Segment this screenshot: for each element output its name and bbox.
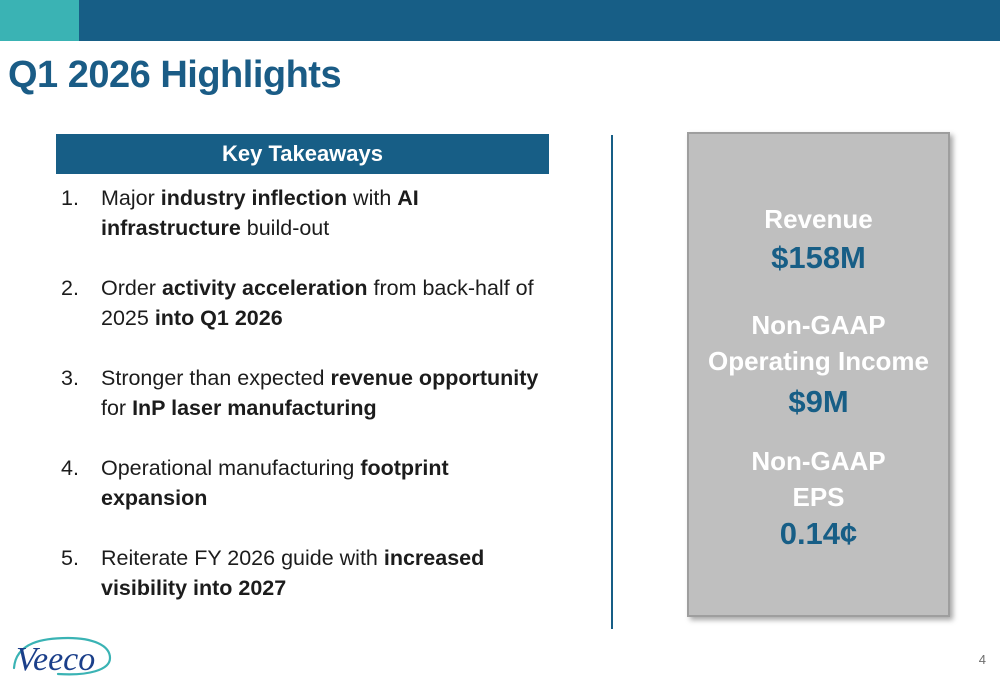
takeaway-text: Major — [101, 186, 161, 210]
operating-income-label-line2: Operating Income — [707, 346, 930, 376]
eps-label-line1: Non-GAAP — [751, 446, 886, 476]
top-banner-accent — [0, 0, 79, 41]
operating-income-value: $9M — [788, 384, 849, 419]
eps-label-line2: EPS — [792, 482, 845, 512]
operating-income-label-line1: Non-GAAP — [751, 310, 886, 340]
takeaway-item: 5. Reiterate FY 2026 guide with increased… — [56, 543, 546, 603]
page-title: Q1 2026 Highlights — [8, 54, 342, 96]
takeaway-number: 1. — [61, 186, 79, 210]
eps-value: 0.14¢ — [779, 516, 858, 551]
financial-metrics-panel: Revenue $158M Non-GAAP Operating Income … — [687, 132, 950, 617]
takeaway-text: Stronger than expected — [101, 366, 331, 390]
takeaway-number: 2. — [61, 276, 79, 300]
veeco-logo-text: Veeco — [16, 641, 95, 678]
revenue-value: $158M — [771, 240, 866, 275]
takeaway-text: Order — [101, 276, 162, 300]
takeaway-emphasis: industry inflection — [160, 186, 348, 210]
page-number: 4 — [978, 652, 986, 667]
takeaway-emphasis: revenue opportunity — [330, 366, 539, 390]
takeaway-item: 4. Operational manufacturing footprint ex… — [56, 453, 546, 513]
takeaway-text: build-out — [240, 216, 330, 240]
takeaway-text: Reiterate FY 2026 guide with — [101, 546, 384, 570]
takeaway-text: Operational manufacturing — [101, 456, 361, 480]
takeaway-item: 2. Order activity acceleration from back-… — [56, 273, 546, 333]
takeaway-emphasis: footprint expansion — [101, 456, 449, 510]
takeaway-number: 5. — [61, 546, 79, 570]
takeaway-text: with — [347, 186, 398, 210]
takeaway-number: 4. — [61, 456, 79, 480]
takeaway-number: 3. — [61, 366, 79, 390]
takeaway-text: for — [101, 396, 133, 420]
takeaway-emphasis: activity acceleration — [161, 276, 368, 300]
top-banner — [0, 0, 1000, 41]
takeaway-emphasis: into Q1 2026 — [154, 306, 283, 330]
takeaway-emphasis: increased visibility into 2027 — [101, 546, 485, 600]
takeaway-item: 1. Major industry inflection with AI infr… — [56, 183, 546, 243]
takeaway-item: 3. Stronger than expected revenue opportu… — [56, 363, 546, 423]
veeco-logo-icon: Veeco — [6, 628, 116, 682]
takeaway-text: from back-half of 2025 — [101, 276, 534, 330]
revenue-label: Revenue — [764, 204, 873, 234]
key-takeaways-heading: Key Takeaways — [56, 134, 549, 174]
takeaway-emphasis: AI infrastructure — [101, 186, 419, 240]
takeaways-list: 1. Major industry inflection with AI infr… — [56, 183, 546, 633]
takeaway-emphasis: InP laser manufacturing — [132, 396, 377, 420]
vertical-divider — [611, 135, 613, 629]
